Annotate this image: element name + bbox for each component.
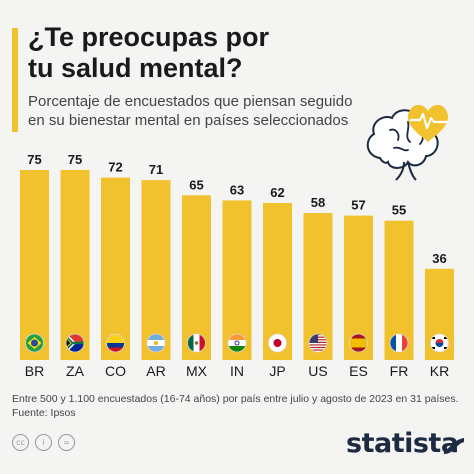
- equals-icon[interactable]: =: [58, 434, 75, 451]
- value-label-jp: 62: [270, 185, 284, 200]
- value-label-ar: 71: [149, 162, 163, 177]
- bar-co: [101, 177, 130, 360]
- spain-flag-icon: [349, 333, 368, 353]
- category-label-es: ES: [349, 363, 368, 379]
- france-flag-icon: [389, 333, 409, 353]
- page-subtitle: Porcentaje de encuestados que piensan se…: [28, 93, 353, 129]
- category-label-kr: KR: [430, 363, 449, 379]
- value-label-fr: 55: [392, 203, 406, 218]
- bar-fr: [384, 220, 414, 360]
- bar-ar: [141, 180, 171, 360]
- argentina-flag-icon: [146, 333, 166, 353]
- statista-wave-icon: [444, 438, 464, 454]
- info-icon[interactable]: i: [35, 434, 52, 451]
- value-label-co: 72: [108, 160, 122, 175]
- south-africa-flag-icon: [65, 333, 85, 353]
- brazil-flag-icon: [25, 333, 44, 353]
- india-flag-icon: [227, 333, 247, 353]
- value-label-mx: 65: [189, 177, 203, 192]
- value-label-br: 75: [27, 152, 41, 167]
- bar-jp: [263, 202, 292, 360]
- category-label-za: ZA: [66, 363, 85, 379]
- title-accent-bar: [12, 28, 18, 132]
- bar-in: [222, 200, 252, 360]
- category-label-co: CO: [105, 363, 126, 379]
- page-title: ¿Te preocupas por tu salud mental?: [28, 22, 270, 83]
- bar-za: [60, 170, 90, 360]
- category-label-br: BR: [25, 363, 44, 379]
- bar-mx: [182, 195, 211, 360]
- bar-kr: [425, 268, 454, 360]
- value-label-us: 58: [311, 195, 325, 210]
- colombia-flag-icon: [106, 333, 125, 353]
- category-label-mx: MX: [186, 363, 208, 379]
- category-label-in: IN: [230, 363, 244, 379]
- source-note: Fuente: Ipsos: [12, 407, 76, 419]
- usa-flag-icon: [308, 333, 328, 353]
- category-label-fr: FR: [390, 363, 409, 379]
- value-label-za: 75: [68, 152, 82, 167]
- value-label-in: 63: [230, 182, 244, 197]
- bar-es: [344, 215, 373, 360]
- category-label-jp: JP: [269, 363, 285, 379]
- brain-heart-icon: [360, 96, 456, 188]
- japan-flag-icon: [268, 333, 287, 353]
- value-label-es: 57: [351, 198, 365, 213]
- bar-us: [303, 213, 333, 360]
- statista-logo[interactable]: statista: [346, 428, 459, 459]
- value-label-kr: 36: [432, 251, 446, 266]
- license-icons: cc i =: [12, 434, 75, 454]
- south-korea-flag-icon: [430, 333, 449, 353]
- category-label-ar: AR: [146, 363, 165, 379]
- bar-br: [20, 170, 49, 360]
- category-label-us: US: [308, 363, 327, 379]
- survey-note: Entre 500 y 1.100 encuestados (16-74 año…: [12, 393, 459, 405]
- cc-icon[interactable]: cc: [12, 434, 29, 451]
- mexico-flag-icon: [187, 333, 206, 353]
